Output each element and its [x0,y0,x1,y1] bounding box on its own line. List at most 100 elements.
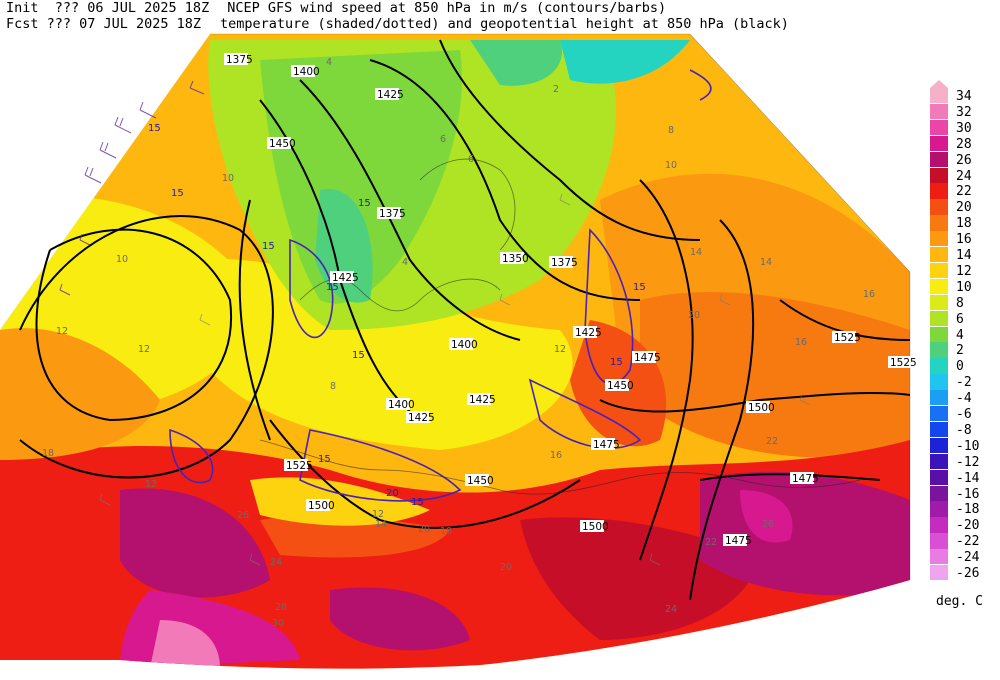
forecast-time: Fcst ??? 07 JUL 2025 18Z [6,16,202,32]
colorbar-label: -12 [956,454,980,470]
svg-text:1425: 1425 [377,89,404,101]
height-label: 1425 [406,411,435,424]
temp-label: 8 [668,125,674,136]
colorbar-label: 34 [956,89,972,104]
colorbar-swatch [930,88,948,104]
temp-label: 16 [863,289,875,300]
height-label: 1400 [291,65,320,78]
temp-label: 24 [270,557,282,568]
temp-label: 6 [440,134,446,145]
colorbar-label: 30 [956,120,972,136]
svg-text:1350: 1350 [502,253,529,265]
svg-text:1375: 1375 [379,208,406,220]
svg-text:1425: 1425 [332,272,359,284]
temp-label: 10 [116,254,128,265]
temp-label: 2 [553,84,559,95]
height-label: 1525 [284,459,313,472]
colorbar-swatch [930,326,948,342]
colorbar-swatch [930,469,948,485]
colorbar-label: 12 [956,263,972,279]
colorbar-swatch [930,565,948,581]
colorbar-label: -26 [956,566,980,581]
wind-label: 15 [352,350,365,361]
temp-label: 26 [762,519,774,530]
colorbar-label: 18 [956,216,972,232]
colorbar-label: -10 [956,438,980,454]
temp-label: 30 [272,618,284,629]
svg-text:1475: 1475 [725,535,752,547]
colorbar-units: deg. C [936,594,983,609]
colorbar-label: 16 [956,232,972,248]
colorbar-swatch [930,310,948,326]
wind-labels: 15 15 15 15 15 15 15 15 20 15 15 [148,123,646,508]
wind-label: 15 [262,241,275,252]
svg-text:1375: 1375 [551,257,578,269]
colorbar-swatch [930,533,948,549]
temp-label: 20 [688,310,700,321]
wind-label: 15 [326,282,339,293]
colorbar-swatch [930,199,948,215]
temp-label: 6 [468,154,474,165]
svg-text:1425: 1425 [575,327,602,339]
height-contours [19,39,911,601]
temp-label: 10 [222,173,234,184]
colorbar-swatch [930,374,948,390]
temp-label: 22 [705,537,717,548]
colorbar-label: 22 [956,184,972,200]
temp-label: 16 [550,450,562,461]
map-header: Init ??? 06 JUL 2025 18Z NCEP GFS wind s… [6,0,789,32]
colorbar-swatch [930,247,948,263]
temp-label: 12 [56,326,68,337]
temp-label: 14 [690,247,702,258]
svg-text:1450: 1450 [269,138,296,150]
temp-label: 26 [237,510,249,521]
height-label: 1475 [591,438,620,451]
temp-label: 8 [330,381,336,392]
colorbar-swatch [930,119,948,136]
height-label: 1400 [449,338,478,351]
colorbar-label: 4 [956,327,964,343]
height-label: 1500 [306,499,335,512]
colorbar-swatch [930,183,948,199]
temp-label: 18 [440,526,452,537]
svg-text:1475: 1475 [593,439,620,451]
height-label: 1375 [224,53,253,66]
colorbar-label: -16 [956,486,980,502]
colorbar-label: 20 [956,200,972,216]
colorbar-swatch [930,262,948,279]
temp-label: 4 [326,57,332,68]
wind-label: 15 [610,357,623,368]
height-label: 1525 [888,356,917,369]
wind-label: 15 [358,198,371,209]
svg-text:1500: 1500 [308,500,335,512]
temp-label: 12 [138,344,150,355]
colorbar-swatch [930,294,948,311]
colorbar-label: -24 [956,550,980,566]
temp-label: 20 [500,562,512,573]
colorbar-swatch [930,167,948,183]
height-label: 1425 [467,393,496,406]
colorbar-swatch [930,437,948,454]
svg-text:1425: 1425 [469,394,496,406]
svg-text:1475: 1475 [792,473,819,485]
svg-text:1425: 1425 [408,412,435,424]
wind-barbs-grey [99,193,811,566]
colorbar-label: -18 [956,502,980,518]
height-label: 1500 [580,520,609,533]
colorbar-label: -14 [956,470,980,486]
svg-text:1525: 1525 [890,357,917,369]
svg-text:1525: 1525 [286,460,313,472]
height-label: 1375 [377,207,406,220]
colorbar-swatch [930,517,948,533]
height-label: 1475 [723,534,752,547]
colorbar-swatch [930,278,948,295]
colorbar-label: 0 [956,359,964,375]
temp-label: 18 [42,448,54,459]
height-label: 1425 [573,326,602,339]
colorbar-label: 14 [956,248,972,263]
temperature-labels: 4 10 12 12 10 8 6 2 4 6 8 10 12 14 16 18… [42,57,875,629]
svg-text:1400: 1400 [293,66,320,78]
height-label: 1350 [500,252,529,265]
